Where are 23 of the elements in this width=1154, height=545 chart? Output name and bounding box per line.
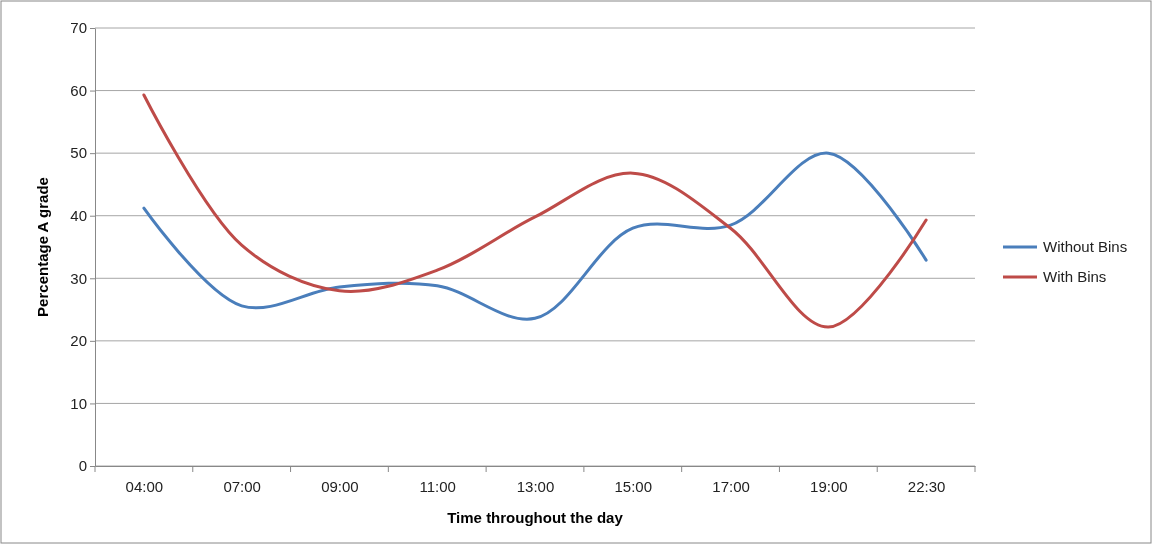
legend-label: Without Bins bbox=[1043, 238, 1128, 255]
x-tick-label: 11:00 bbox=[419, 477, 456, 495]
y-tick-label: 50 bbox=[70, 144, 87, 162]
line-series bbox=[142, 93, 928, 329]
y-tick-label: 0 bbox=[78, 457, 87, 475]
y-tick-label: 20 bbox=[70, 332, 87, 350]
y-tick-label: 30 bbox=[70, 269, 87, 287]
legend-label: With Bins bbox=[1043, 268, 1107, 285]
x-tick-label: 13:00 bbox=[516, 477, 555, 495]
y-tick-label: 10 bbox=[70, 394, 87, 412]
line-series bbox=[142, 151, 928, 321]
x-tick-label: 15:00 bbox=[614, 477, 653, 495]
x-tick-label: 04:00 bbox=[125, 477, 164, 495]
y-tick-label: 40 bbox=[70, 207, 87, 225]
y-axis-title: Percentage A grade bbox=[34, 177, 51, 317]
x-tick-label: 07:00 bbox=[223, 477, 261, 495]
x-tick-label: 17:00 bbox=[712, 477, 750, 495]
x-tick-label: 19:00 bbox=[810, 477, 848, 495]
x-tick-label: 22:30 bbox=[907, 477, 946, 495]
y-tick-label: 70 bbox=[70, 19, 87, 37]
x-tick-label: 09:00 bbox=[321, 477, 359, 495]
y-tick-label: 60 bbox=[70, 81, 87, 99]
x-axis-title: Time throughout the day bbox=[447, 509, 624, 526]
